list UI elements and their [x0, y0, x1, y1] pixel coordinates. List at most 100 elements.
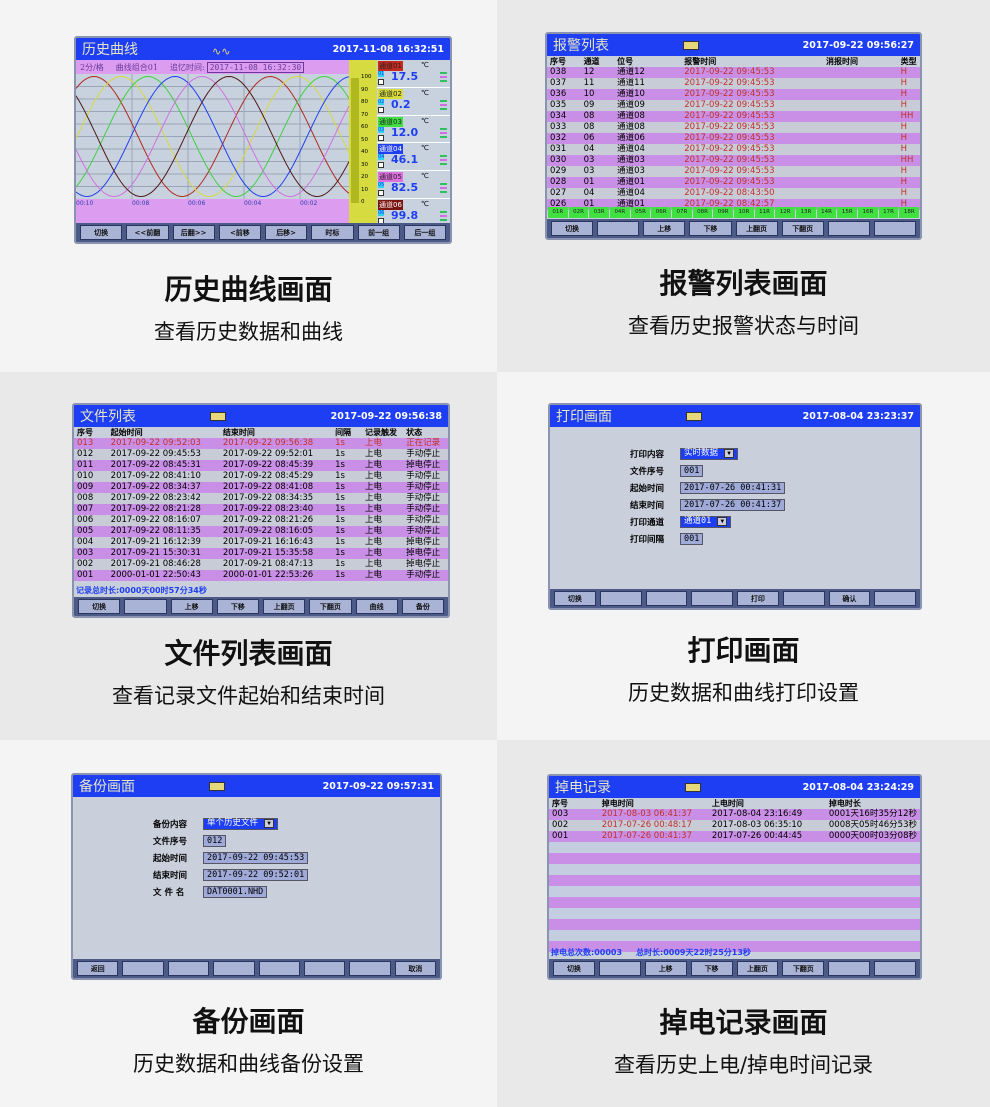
softkey-button[interactable]	[873, 221, 916, 236]
field-dropdown[interactable]: 单个历史文件 ▼	[203, 817, 279, 830]
table-row[interactable]: 006 2017-09-22 08:16:07 2017-09-22 08:21:2…	[74, 515, 448, 526]
table-row[interactable]: 011 2017-09-22 08:45:31 2017-09-22 08:45:3…	[74, 460, 448, 471]
softkey-button[interactable]: 下翻页	[781, 221, 824, 236]
softkey-button[interactable]: 曲线	[355, 599, 398, 614]
softkey-button[interactable]: 上翻页	[736, 961, 779, 976]
table-row[interactable]: 008 2017-09-22 08:23:42 2017-09-22 08:34:3…	[74, 493, 448, 504]
softkey-button[interactable]: 上移	[170, 599, 213, 614]
softkey-button[interactable]: 时标	[311, 225, 354, 240]
softkey-button[interactable]: 备份	[401, 599, 444, 614]
softkey-button[interactable]: 上移	[644, 961, 687, 976]
softkey-button[interactable]: 下移	[689, 221, 732, 236]
softkey-button[interactable]	[124, 599, 167, 614]
softkey-button[interactable]: 切换	[78, 599, 121, 614]
checkbox-icon[interactable]	[378, 190, 384, 197]
softkey-button[interactable]	[645, 591, 688, 606]
field-input[interactable]: 001	[680, 532, 704, 545]
softkey-button[interactable]: 下移	[690, 961, 733, 976]
channel-card[interactable]: 通道02 ℃ 02 0.2	[377, 88, 450, 116]
table-row[interactable]: 038 12 通道12 2017-09-22 09:45:53 H	[547, 67, 920, 78]
softkey-button[interactable]	[213, 961, 255, 976]
softkey-button[interactable]: 后一组	[403, 225, 446, 240]
table-row[interactable]: 031 04 通道04 2017-09-22 09:45:53 H	[547, 144, 920, 155]
softkey-button[interactable]: 切换	[554, 591, 596, 606]
table-row[interactable]: 037 11 通道11 2017-09-22 09:45:53 H	[547, 78, 920, 89]
table-row[interactable]: 005 2017-09-22 08:11:35 2017-09-22 08:16:0…	[74, 526, 448, 537]
channel-card[interactable]: 通道03 ℃ 03 12.0	[377, 116, 450, 144]
table-row[interactable]: 002 2017-09-21 08:46:28 2017-09-21 08:47:1…	[74, 559, 448, 570]
softkey-button[interactable]	[599, 591, 642, 606]
table-row[interactable]: 009 2017-09-22 08:34:37 2017-09-22 08:41:0…	[74, 482, 448, 493]
softkey-button[interactable]: 下移	[216, 599, 259, 614]
softkey-button[interactable]: 上移	[643, 221, 686, 236]
checkbox-icon[interactable]	[378, 162, 384, 169]
table-row[interactable]: 012 2017-09-22 09:45:53 2017-09-22 09:52:0…	[74, 449, 448, 460]
field-input[interactable]: 001	[680, 464, 704, 477]
softkey-button[interactable]	[828, 961, 871, 976]
softkey-button[interactable]	[303, 961, 346, 976]
table-row[interactable]: 036 10 通道10 2017-09-22 09:45:53 H	[547, 89, 920, 100]
checkbox-icon[interactable]	[378, 218, 384, 223]
softkey-button[interactable]	[782, 591, 825, 606]
field-input[interactable]: 2017-07-26 00:41:37	[680, 498, 786, 511]
channel-card[interactable]: 通道04 ℃ 04 46.1	[377, 143, 450, 172]
table-row[interactable]: 004 2017-09-21 16:12:39 2017-09-21 16:16:4…	[74, 537, 448, 548]
field-input[interactable]: 2017-09-22 09:52:01	[203, 868, 309, 881]
table-row[interactable]: 029 03 通道03 2017-09-22 09:45:53 H	[547, 166, 920, 177]
table-row[interactable]: 013 2017-09-22 09:52:03 2017-09-22 09:56:3…	[74, 438, 448, 449]
table-row[interactable]: 027 04 通道04 2017-09-22 08:43:50 H	[547, 188, 920, 199]
field-dropdown[interactable]: 实时数据 ▼	[680, 447, 739, 460]
softkey-button[interactable]	[691, 591, 733, 606]
softkey-button[interactable]	[258, 961, 300, 976]
table-row[interactable]: 010 2017-09-22 08:41:10 2017-09-22 08:45:2…	[74, 471, 448, 482]
softkey-button[interactable]: 确认	[828, 591, 871, 606]
table-row[interactable]: 032 06 通道06 2017-09-22 09:45:53 H	[547, 133, 920, 144]
softkey-button[interactable]: 上翻页	[735, 221, 778, 236]
softkey-button[interactable]: 切换	[80, 225, 123, 240]
softkey-button[interactable]: 下翻页	[782, 961, 825, 976]
table-row[interactable]: 001 2000-01-01 22:50:43 2000-01-01 22:53:2…	[74, 570, 448, 581]
softkey-button[interactable]: 后移>	[265, 225, 308, 240]
softkey-button[interactable]: 取消	[394, 961, 436, 976]
softkey-button[interactable]: 下翻页	[309, 599, 352, 614]
field-dropdown[interactable]: 通道01 ▼	[680, 515, 732, 528]
table-row[interactable]: 033 08 通道08 2017-09-22 09:45:53 H	[547, 122, 920, 133]
channel-card[interactable]: 通道01 ℃ 01 17.5	[377, 60, 450, 88]
softkey-button[interactable]	[122, 961, 164, 976]
softkey-button[interactable]: 前一组	[357, 225, 400, 240]
softkey-button[interactable]	[827, 221, 870, 236]
checkbox-icon[interactable]	[378, 106, 384, 113]
field-input[interactable]: DAT0001.NHD	[203, 885, 268, 898]
checkbox-icon[interactable]	[378, 79, 384, 85]
channel-card[interactable]: 通道06 ℃ 06 99.8	[377, 199, 450, 223]
softkey-button[interactable]: 打印	[737, 591, 779, 606]
softkey-button[interactable]: <<前翻	[126, 225, 169, 240]
table-row[interactable]: 034 08 通道08 2017-09-22 09:45:53 HH	[547, 111, 920, 122]
table-row[interactable]: 001 2017-07-26 00:41:37 2017-07-26 00:44:4…	[549, 831, 920, 842]
softkey-button[interactable]: <前移	[218, 225, 261, 240]
table-row[interactable]: 030 03 通道03 2017-09-22 09:45:53 HH	[547, 155, 920, 166]
softkey-button[interactable]	[597, 221, 640, 236]
channel-card[interactable]: 通道05 ℃ 05 82.5	[377, 171, 450, 199]
table-row[interactable]: 003 2017-08-03 06:41:37 2017-08-04 23:16:4…	[549, 809, 920, 820]
softkey-button[interactable]	[874, 961, 916, 976]
field-input[interactable]: 2017-09-22 09:45:53	[203, 851, 309, 864]
table-row[interactable]: 035 09 通道09 2017-09-22 09:45:53 H	[547, 100, 920, 111]
softkey-button[interactable]	[349, 961, 391, 976]
softkey-button[interactable]: 切换	[553, 961, 595, 976]
table-row[interactable]: 026 01 通道01 2017-09-22 08:42:57 H	[547, 199, 920, 210]
softkey-button[interactable]	[598, 961, 641, 976]
table-row[interactable]: 002 2017-07-26 00:48:17 2017-08-03 06:35:1…	[549, 820, 920, 831]
field-input[interactable]: 012	[203, 834, 227, 847]
table-row[interactable]: 007 2017-09-22 08:21:28 2017-09-22 08:23:4…	[74, 504, 448, 515]
recall-time-input[interactable]: 2017-11-08 16:32:30	[206, 61, 305, 73]
softkey-button[interactable]: 后翻>>	[172, 225, 215, 240]
softkey-button[interactable]	[874, 591, 916, 606]
softkey-button[interactable]: 返回	[77, 961, 119, 976]
table-row[interactable]: 003 2017-09-21 15:30:31 2017-09-21 15:35:5…	[74, 548, 448, 559]
table-row[interactable]: 028 01 通道01 2017-09-22 09:45:53 H	[547, 177, 920, 188]
checkbox-icon[interactable]	[378, 134, 384, 141]
softkey-button[interactable]: 切换	[551, 221, 594, 236]
softkey-button[interactable]	[167, 961, 210, 976]
field-input[interactable]: 2017-07-26 00:41:31	[680, 481, 786, 494]
